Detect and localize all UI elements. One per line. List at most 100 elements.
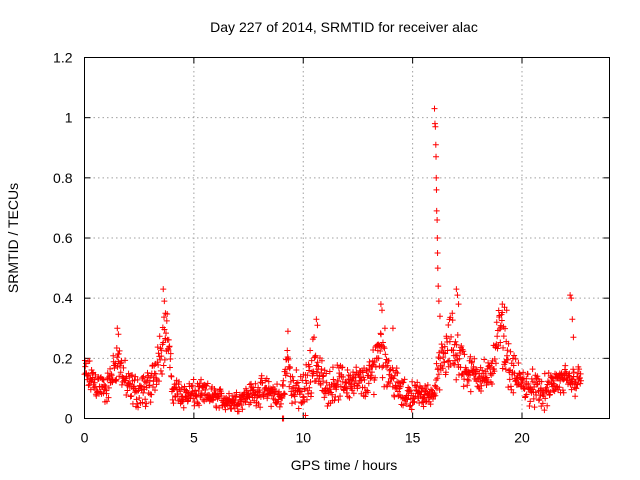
data-point [397, 383, 404, 390]
data-point [342, 385, 349, 392]
data-point [442, 350, 449, 357]
data-point [363, 366, 370, 373]
data-point [177, 388, 184, 395]
data-point [135, 404, 142, 411]
data-point [523, 391, 530, 398]
data-point [381, 345, 388, 352]
data-point [393, 365, 400, 372]
data-point [235, 408, 242, 415]
data-point [311, 334, 318, 341]
data-point [503, 307, 510, 314]
data-point [313, 316, 320, 323]
data-point [167, 356, 174, 362]
data-point [433, 360, 440, 367]
data-point [293, 367, 300, 374]
data-point [184, 389, 191, 396]
data-point [307, 347, 314, 354]
data-point [504, 347, 511, 354]
data-point [478, 382, 485, 389]
data-point [424, 382, 431, 389]
data-point [371, 359, 378, 366]
data-point [572, 393, 579, 400]
data-point [422, 383, 429, 390]
data-point [290, 377, 297, 384]
data-point [317, 381, 324, 388]
data-point [441, 343, 448, 350]
data-point [553, 383, 560, 390]
data-point [293, 380, 300, 387]
data-point [131, 383, 138, 390]
data-point [510, 389, 517, 396]
x-tick-label: 15 [405, 430, 421, 446]
data-point [441, 358, 448, 365]
data-point [125, 380, 132, 387]
data-point [387, 380, 394, 387]
data-point [315, 363, 322, 370]
data-point [454, 332, 461, 339]
data-point [344, 385, 351, 392]
data-point [404, 396, 411, 403]
data-point [418, 399, 425, 406]
data-point [391, 372, 398, 379]
data-point [382, 351, 389, 358]
data-point [481, 356, 488, 363]
data-point [242, 399, 249, 406]
data-point [87, 386, 94, 393]
data-point [284, 328, 291, 335]
data-point [487, 364, 494, 371]
data-point [541, 391, 548, 398]
data-point [377, 347, 384, 354]
data-point [107, 365, 114, 372]
data-point [438, 341, 445, 348]
data-point [292, 398, 299, 405]
data-point [456, 355, 463, 362]
data-point [454, 292, 461, 299]
y-tick-label: 0.2 [53, 350, 73, 366]
data-point [442, 369, 449, 376]
data-point [471, 355, 478, 362]
data-point [150, 384, 157, 391]
data-point [539, 400, 546, 407]
data-point [161, 326, 168, 333]
data-point [161, 298, 168, 305]
data-point [385, 357, 392, 364]
data-point [166, 364, 173, 371]
data-point [308, 390, 315, 397]
data-point [354, 382, 361, 389]
data-point [113, 376, 120, 383]
data-point [307, 378, 314, 385]
data-point [118, 381, 125, 388]
data-point [506, 376, 513, 383]
data-point [312, 352, 319, 359]
data-point [327, 386, 334, 393]
data-point [502, 366, 509, 373]
data-point [134, 400, 141, 407]
data-point [465, 377, 472, 384]
plot-frame [84, 57, 610, 419]
data-point [576, 366, 583, 373]
data-point [502, 325, 509, 332]
data-point [505, 340, 512, 347]
data-point [446, 338, 453, 345]
data-point [122, 357, 129, 364]
data-point [464, 376, 471, 383]
data-point [392, 368, 399, 375]
data-point [411, 398, 418, 405]
data-point [306, 384, 313, 391]
data-point [400, 402, 407, 409]
data-point [222, 406, 229, 413]
data-point [450, 347, 457, 354]
data-point [527, 398, 534, 405]
data-point [165, 336, 172, 343]
data-point [577, 380, 584, 387]
data-point [495, 342, 502, 349]
data-point [196, 402, 203, 409]
data-point [82, 363, 89, 370]
data-point [343, 379, 350, 386]
data-point [432, 123, 439, 130]
data-point [113, 344, 120, 351]
data-point [305, 390, 312, 397]
data-point [255, 400, 262, 407]
data-point [286, 383, 293, 390]
